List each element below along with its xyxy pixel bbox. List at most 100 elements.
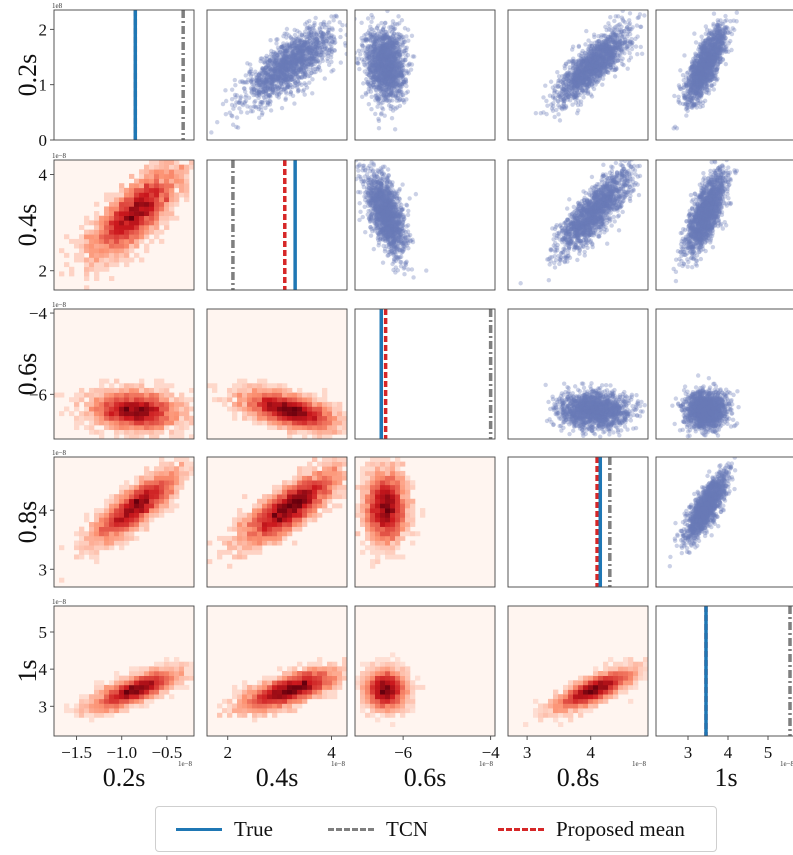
scatter-point (322, 40, 327, 45)
scatter-point (268, 69, 273, 74)
scatter-point (396, 53, 402, 59)
scatter-point (378, 59, 384, 64)
scatter-point (380, 55, 386, 60)
scatter-point (378, 62, 384, 68)
scatter-point (367, 61, 372, 66)
scatter-point (298, 67, 303, 72)
scatter-point (256, 88, 262, 93)
scatter-point (372, 65, 377, 71)
scatter-point (396, 48, 402, 54)
scatter-point (299, 75, 305, 80)
scatter-point (319, 45, 324, 50)
scatter-point (403, 45, 408, 51)
scatter-point (285, 84, 290, 90)
scatter-point (395, 49, 400, 55)
scatter-point (383, 64, 389, 69)
scatter-point (265, 59, 270, 64)
scatter-point (387, 75, 392, 81)
scatter-point (294, 45, 299, 50)
scatter-point (280, 44, 286, 49)
scatter-point (270, 73, 276, 78)
scatter-point (287, 82, 292, 87)
scatter-point (302, 61, 308, 66)
scatter-point (375, 92, 380, 98)
scatter-point (322, 46, 328, 52)
scatter-point (308, 32, 313, 37)
scatter-point (266, 93, 272, 99)
scatter-point (229, 97, 235, 102)
scatter-point (267, 68, 273, 73)
scatter-point (367, 70, 372, 76)
scatter-point (387, 46, 392, 51)
scatter-point (361, 59, 366, 65)
scatter-point (385, 47, 391, 53)
scatter-point (296, 55, 302, 61)
scatter-point (262, 74, 267, 79)
scatter-point (302, 74, 308, 80)
scatter-point (374, 67, 379, 73)
scatter-point (283, 59, 288, 64)
scatter-point (261, 89, 266, 94)
scatter-point (260, 89, 266, 95)
scatter-point (275, 62, 281, 67)
scatter-point (376, 54, 381, 60)
scatter-point (557, 118, 563, 123)
scatter-point (304, 51, 310, 56)
scatter-point (368, 65, 374, 71)
scatter-point (300, 44, 306, 50)
scatter-point (329, 69, 334, 74)
scatter-point (391, 71, 397, 77)
scatter-point (362, 33, 367, 38)
scatter-point (388, 45, 393, 51)
scatter-point (264, 76, 269, 81)
scatter-point (379, 48, 384, 54)
scatter-point (262, 68, 267, 73)
scatter-point (391, 75, 397, 81)
scatter-point (374, 48, 380, 54)
scatter-point (379, 51, 385, 56)
y-tick-label: 0 (39, 131, 48, 150)
scatter-point (262, 80, 267, 85)
scatter-point (378, 83, 383, 88)
scatter-point (382, 82, 387, 88)
scatter-point (390, 73, 396, 79)
scatter-point (368, 86, 373, 91)
scatter-point (291, 70, 297, 75)
scatter-point (365, 16, 371, 21)
scatter-point (382, 53, 388, 58)
scatter-point (711, 87, 717, 92)
scatter-point (373, 67, 378, 73)
scatter-point (375, 62, 380, 67)
scatter-point (305, 63, 310, 68)
scatter-point (374, 45, 380, 50)
scatter-point (302, 40, 307, 46)
scatter-point (376, 74, 381, 80)
scatter-point (393, 69, 398, 74)
scatter-point (382, 20, 388, 26)
scatter-point (383, 57, 388, 63)
scatter-point (391, 69, 397, 74)
scatter-point (263, 70, 269, 76)
scatter-point (380, 60, 385, 66)
scatter-point (308, 62, 314, 68)
scatter-point (285, 73, 290, 79)
scatter-point (390, 37, 395, 43)
scatter-point (252, 87, 257, 92)
scatter-point (377, 48, 383, 53)
scatter-point (360, 57, 365, 62)
scatter-point (366, 86, 372, 91)
scatter-point (624, 44, 630, 49)
scatter-point (285, 84, 291, 90)
scatter-point (329, 38, 335, 44)
scatter-point (294, 65, 300, 70)
scatter-point (383, 55, 389, 61)
scatter-point (396, 59, 402, 64)
scatter-point (292, 45, 297, 51)
scatter-point (380, 66, 385, 72)
scatter-point (271, 66, 276, 71)
scatter-point (280, 51, 285, 56)
scatter-point (298, 54, 303, 59)
scatter-point (382, 72, 387, 77)
scatter-point (285, 73, 290, 78)
scatter-point (367, 60, 372, 65)
